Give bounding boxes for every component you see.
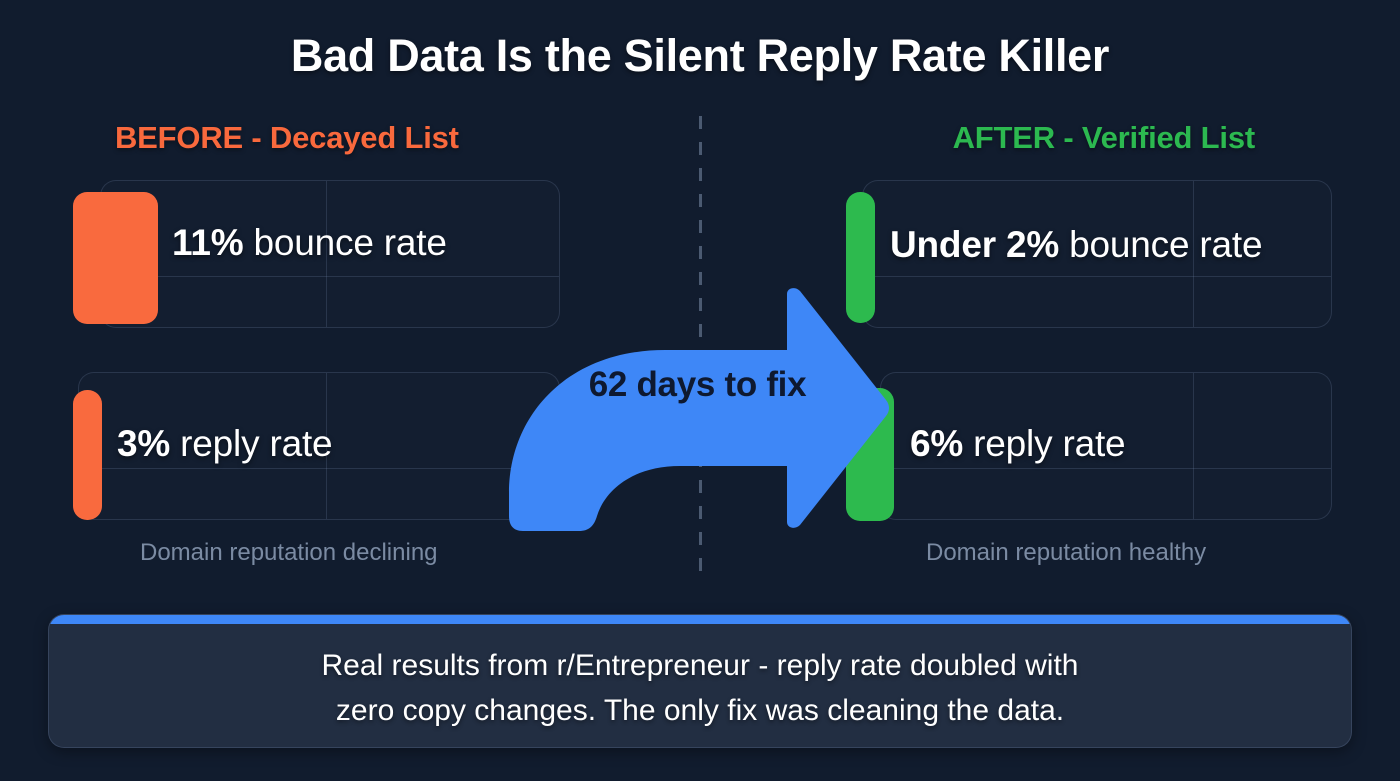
callout-accent-bar — [49, 615, 1351, 624]
after-reply-label: reply rate — [973, 423, 1126, 464]
after-caption: Domain reputation healthy — [926, 539, 1207, 566]
grid-line-vertical — [1193, 181, 1194, 327]
before-bounce-label: bounce rate — [253, 222, 447, 263]
callout-line-1: Real results from r/Entrepreneur - reply… — [321, 649, 1079, 682]
grid-line-vertical — [326, 181, 327, 327]
grid-line-horizontal — [79, 468, 559, 469]
before-bounce-bar — [73, 192, 158, 324]
after-column-header: AFTER - Verified List — [952, 120, 1256, 155]
column-divider — [699, 116, 702, 576]
callout-text: Real results from r/Entrepreneur - reply… — [49, 643, 1351, 733]
grid-line-horizontal — [881, 468, 1331, 469]
before-column-header: BEFORE - Decayed List — [115, 120, 459, 155]
after-bounce-value: Under 2% — [890, 224, 1060, 265]
before-reply-bar — [73, 390, 102, 520]
after-bounce-bar — [846, 192, 875, 323]
after-bounce-metric: Under 2% bounce rate — [890, 224, 1263, 266]
callout-line-2: zero copy changes. The only fix was clea… — [335, 694, 1065, 727]
page-title: Bad Data Is the Silent Reply Rate Killer — [290, 30, 1110, 81]
transition-arrow-icon — [505, 288, 890, 533]
grid-line-horizontal — [863, 276, 1331, 277]
grid-line-vertical — [1193, 373, 1194, 519]
before-reply-value: 3% — [117, 423, 171, 464]
before-bounce-value: 11% — [172, 222, 244, 263]
before-reply-metric: 3% reply rate — [117, 423, 333, 465]
grid-line-vertical — [326, 373, 327, 519]
after-reply-value: 6% — [910, 423, 964, 464]
after-reply-metric: 6% reply rate — [910, 423, 1126, 465]
summary-callout: Real results from r/Entrepreneur - reply… — [48, 614, 1352, 748]
before-reply-label: reply rate — [180, 423, 333, 464]
before-caption: Domain reputation declining — [140, 539, 438, 566]
grid-line-horizontal — [101, 276, 559, 277]
after-bounce-label: bounce rate — [1069, 224, 1263, 265]
before-bounce-metric: 11% bounce rate — [172, 222, 447, 264]
